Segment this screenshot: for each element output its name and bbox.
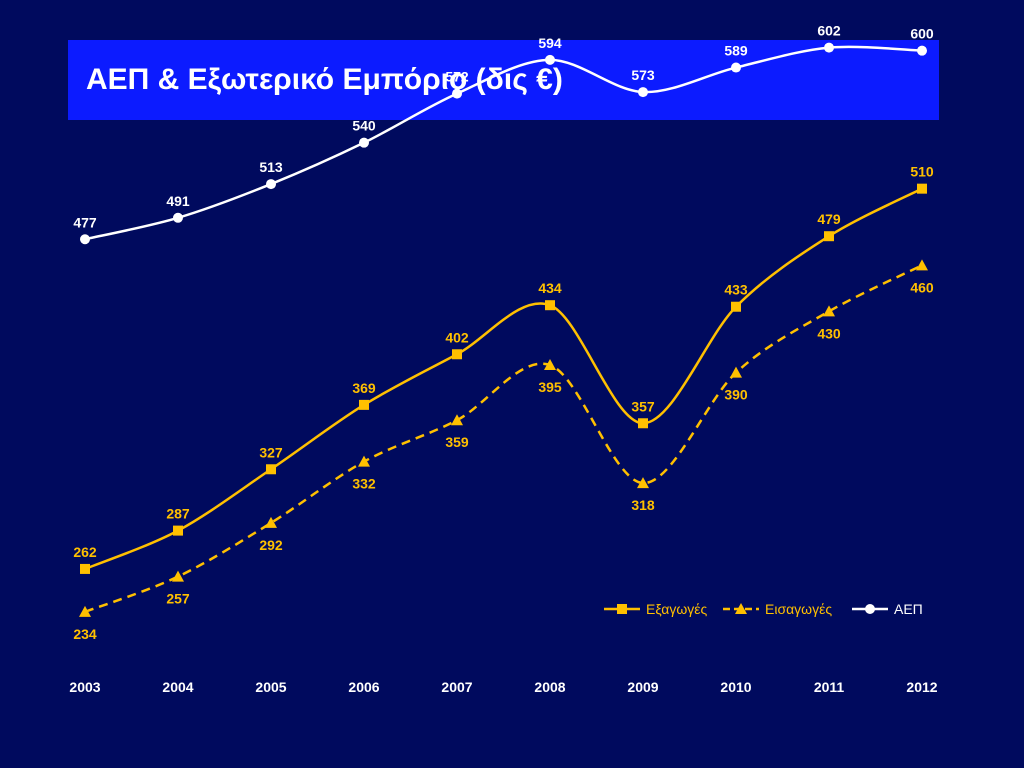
gdp-label-2003: 477	[73, 214, 97, 230]
gdp-label-2008: 594	[538, 35, 562, 51]
imports-point-2011	[823, 305, 835, 317]
x-tick-label-2010: 2010	[720, 679, 751, 695]
x-tick-label-2005: 2005	[255, 679, 286, 695]
imports-point-2008	[544, 359, 556, 370]
exports-label-2007: 402	[445, 329, 469, 345]
exports-series-line	[84, 187, 923, 571]
imports-point-2007	[451, 414, 463, 426]
gdp-point-2009	[638, 87, 648, 98]
gdp-label-2007: 572	[445, 69, 469, 85]
imports-label-2010: 390	[724, 387, 748, 403]
gdp-point-2011	[824, 42, 834, 53]
exports-point-2008	[545, 300, 555, 311]
x-tick-label-2004: 2004	[162, 679, 193, 695]
imports-label-2009: 318	[631, 497, 655, 513]
x-tick-label-2007: 2007	[441, 679, 472, 695]
exports-label-2010: 433	[724, 282, 748, 298]
legend-marker-exports	[617, 604, 627, 614]
imports-label-2006: 332	[352, 476, 376, 492]
legend-label-exports: Εξαγωγές	[646, 601, 707, 617]
imports-point-2010	[730, 366, 742, 378]
exports-label-2003: 262	[73, 544, 97, 560]
gdp-point-2006	[359, 137, 369, 148]
exports-label-2009: 357	[631, 398, 655, 414]
gdp-point-2008	[545, 54, 555, 65]
imports-series-line	[84, 264, 923, 614]
gdp-series-line	[84, 45, 923, 241]
exports-label-2006: 369	[352, 380, 376, 396]
exports-point-2011	[824, 231, 834, 242]
gdp-label-2009: 573	[631, 67, 655, 83]
gdp-point-2003	[80, 234, 90, 245]
exports-label-2011: 479	[817, 211, 841, 227]
legend-label-gdp: ΑΕΠ	[894, 601, 923, 617]
exports-label-2012: 510	[910, 164, 934, 180]
exports-point-2009	[638, 418, 648, 429]
legend-label-imports: Εισαγωγές	[765, 601, 832, 617]
x-tick-label-2006: 2006	[348, 679, 379, 695]
x-tick-label-2008: 2008	[534, 679, 565, 695]
imports-label-2005: 292	[259, 537, 283, 553]
gdp-point-2007	[452, 88, 462, 99]
exports-label-2004: 287	[166, 506, 190, 522]
exports-label-2008: 434	[538, 280, 562, 296]
gdp-label-2004: 491	[166, 193, 190, 209]
imports-point-2004	[172, 570, 184, 582]
imports-point-2009	[637, 477, 649, 489]
imports-label-2012: 460	[910, 279, 934, 295]
exports-point-2007	[452, 349, 462, 360]
exports-label-2005: 327	[259, 444, 283, 460]
imports-label-2007: 359	[445, 434, 469, 450]
x-tick-label-2003: 2003	[69, 679, 100, 695]
x-tick-label-2011: 2011	[814, 679, 845, 695]
imports-label-2003: 234	[73, 626, 97, 642]
gdp-label-2005: 513	[259, 159, 283, 175]
imports-point-2006	[358, 455, 370, 467]
exports-point-2010	[731, 301, 741, 312]
imports-label-2008: 395	[538, 379, 562, 395]
x-tick-label-2012: 2012	[906, 679, 937, 695]
gdp-label-2010: 589	[724, 43, 748, 59]
gdp-point-2012	[917, 45, 927, 56]
imports-point-2003	[79, 605, 91, 617]
legend-marker-gdp	[865, 604, 875, 614]
chart-legend: Εξαγωγές Εισαγωγές ΑΕΠ	[604, 601, 923, 617]
gdp-label-2006: 540	[352, 118, 376, 134]
gdp-point-2010	[731, 62, 741, 73]
gdp-point-2005	[266, 179, 276, 190]
exports-point-2005	[266, 464, 276, 475]
gdp-label-2012: 600	[910, 26, 934, 42]
x-tick-label-2009: 2009	[627, 679, 658, 695]
exports-point-2006	[359, 399, 369, 410]
exports-point-2004	[173, 525, 183, 536]
legend-marker-imports	[735, 603, 747, 614]
gdp-point-2004	[173, 212, 183, 223]
imports-point-2012	[916, 259, 928, 271]
exports-point-2012	[917, 183, 927, 194]
gdp-label-2011: 602	[817, 23, 841, 39]
exports-point-2003	[80, 563, 90, 574]
imports-label-2011: 430	[817, 325, 841, 341]
slide-title: ΑΕΠ & Εξωτερικό Εμπόριο (δις €)	[86, 63, 563, 96]
imports-label-2004: 257	[166, 591, 190, 607]
imports-point-2005	[265, 516, 277, 528]
